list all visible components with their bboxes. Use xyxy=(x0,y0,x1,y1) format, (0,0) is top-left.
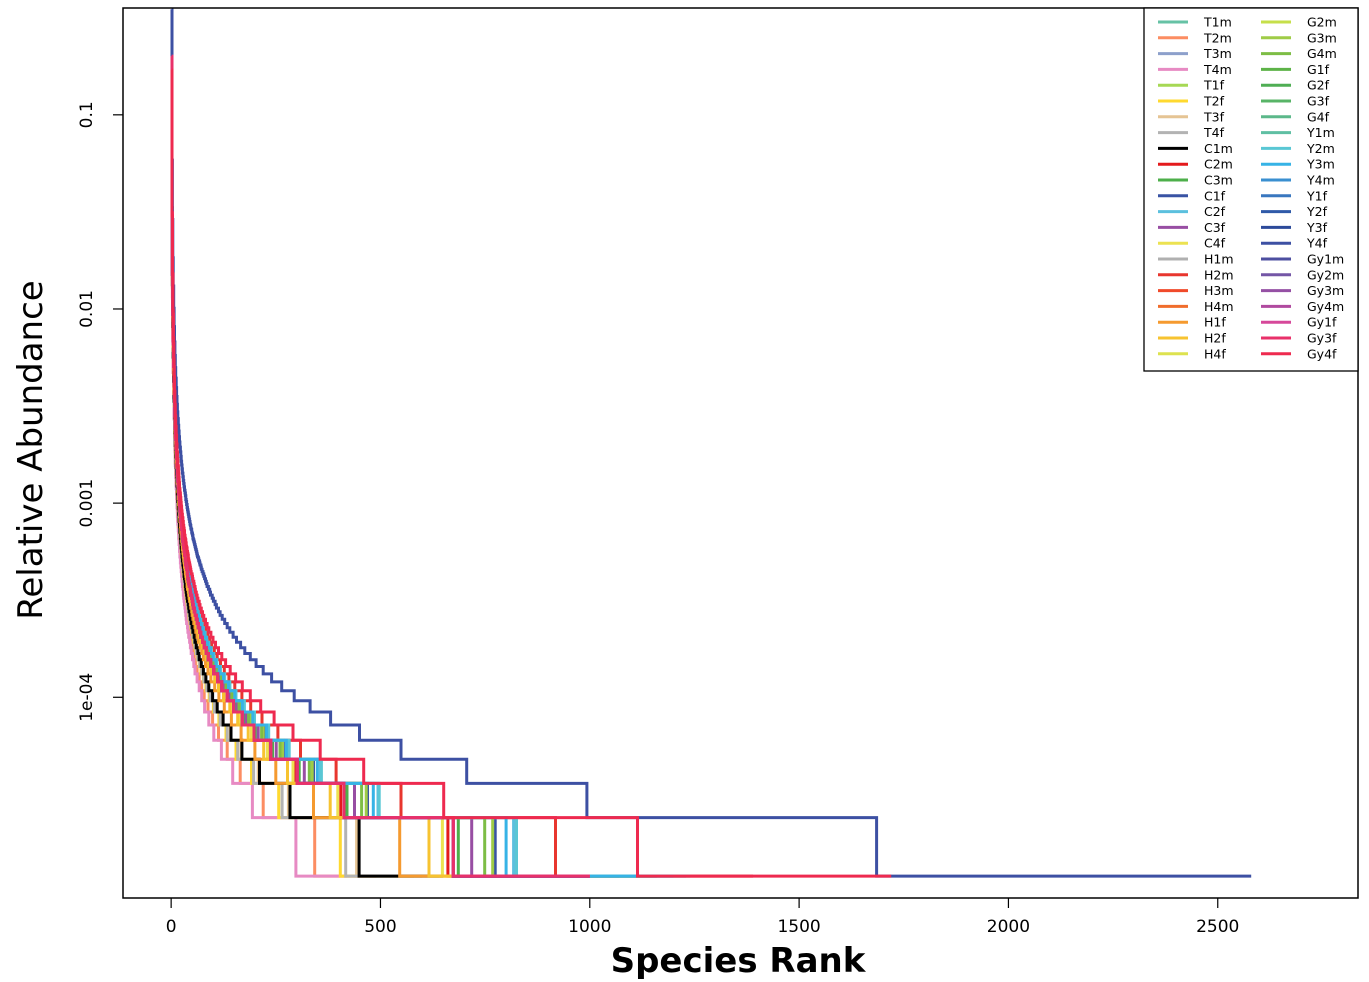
legend-label-h4m: H4m xyxy=(1204,299,1234,314)
legend-label-g2m: G2m xyxy=(1307,15,1337,30)
legend-label-t4m: T4m xyxy=(1203,62,1232,77)
legend-label-gy4m: Gy4m xyxy=(1307,299,1344,314)
legend-label-gy4f: Gy4f xyxy=(1307,346,1337,361)
legend-label-c1m: C1m xyxy=(1204,141,1233,156)
legend-label-g3f: G3f xyxy=(1307,94,1330,109)
x-tick-label: 1500 xyxy=(777,917,820,937)
legend-label-c2f: C2f xyxy=(1204,204,1226,219)
x-tick-label: 2500 xyxy=(1196,917,1239,937)
legend-label-y1f: Y1f xyxy=(1306,188,1328,203)
legend-label-g4m: G4m xyxy=(1307,46,1337,61)
legend-label-c4f: C4f xyxy=(1204,236,1226,251)
legend-label-c2m: C2m xyxy=(1204,157,1233,172)
series-line-gy3f xyxy=(170,54,590,878)
legend-label-t3f: T3f xyxy=(1203,109,1225,124)
x-axis: 0 500 1000 1500 2000 2500 xyxy=(166,898,1239,937)
legend-label-y2m: Y2m xyxy=(1306,141,1335,156)
series-line-t4m xyxy=(170,54,347,878)
legend-label-y4m: Y4m xyxy=(1306,173,1335,188)
legend-label-c3m: C3m xyxy=(1204,173,1233,188)
legend-label-c3f: C3f xyxy=(1204,220,1226,235)
legend-label-t1m: T1m xyxy=(1203,15,1232,30)
legend-label-gy2m: Gy2m xyxy=(1307,267,1344,282)
legend-label-h1m: H1m xyxy=(1204,252,1234,267)
legend-label-t2f: T2f xyxy=(1203,94,1225,109)
legend-label-h1f: H1f xyxy=(1204,315,1226,330)
legend-label-gy3f: Gy3f xyxy=(1307,331,1337,346)
legend-label-t1f: T1f xyxy=(1203,78,1225,93)
legend-label-g1f: G1f xyxy=(1307,62,1330,77)
legend-label-g4f: G4f xyxy=(1307,109,1330,124)
legend-label-gy3m: Gy3m xyxy=(1307,283,1344,298)
legend-label-t2m: T2m xyxy=(1203,30,1232,45)
legend-label-h2f: H2f xyxy=(1204,331,1226,346)
legend-label-h3m: H3m xyxy=(1204,283,1234,298)
plot-frame xyxy=(122,7,1359,899)
legend-label-gy1m: Gy1m xyxy=(1307,252,1344,267)
legend-label-c1f: C1f xyxy=(1204,188,1226,203)
y-tick-label: 0.1 xyxy=(77,101,97,128)
legend-label-y3f: Y3f xyxy=(1306,220,1328,235)
series-line-gy4f xyxy=(170,68,892,878)
y-tick-label: 0.001 xyxy=(77,479,97,528)
y-tick-label: 0.01 xyxy=(77,290,97,328)
legend-label-g2f: G2f xyxy=(1307,78,1330,93)
legend-label-t4f: T4f xyxy=(1203,125,1225,140)
legend-label-y3m: Y3m xyxy=(1306,157,1335,172)
legend-label-g3m: G3m xyxy=(1307,30,1337,45)
x-tick-label: 0 xyxy=(166,917,177,937)
x-axis-label: Species Rank xyxy=(611,941,867,981)
legend-label-y4f: Y4f xyxy=(1306,236,1328,251)
x-tick-label: 1000 xyxy=(568,917,611,937)
legend-label-h2m: H2m xyxy=(1204,267,1234,282)
legend-label-y2f: Y2f xyxy=(1306,204,1328,219)
legend: T1mT2mT3mT4mT1fT2fT3fT4fC1mC2mC3mC1fC2fC… xyxy=(1143,7,1359,372)
legend-label-h4f: H4f xyxy=(1204,346,1226,361)
series-curves xyxy=(170,7,1252,878)
x-tick-label: 500 xyxy=(364,917,396,937)
series-line-c1m xyxy=(170,54,444,878)
x-tick-label: 2000 xyxy=(987,917,1030,937)
y-axis-label: Relative Abundance xyxy=(11,280,51,619)
legend-label-y1m: Y1m xyxy=(1306,125,1335,140)
y-tick-label: 1e-04 xyxy=(77,673,97,722)
y-axis: 0.1 0.01 0.001 1e-04 xyxy=(77,101,123,722)
series-line-y4f xyxy=(170,7,1252,878)
legend-label-t3m: T3m xyxy=(1203,46,1232,61)
legend-label-gy1f: Gy1f xyxy=(1307,315,1337,330)
